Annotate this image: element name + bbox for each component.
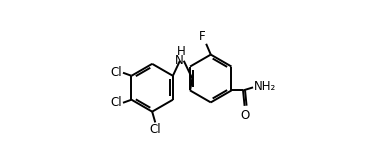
Text: Cl: Cl xyxy=(111,66,122,79)
Text: Cl: Cl xyxy=(149,123,161,136)
Text: F: F xyxy=(199,30,205,43)
Text: N: N xyxy=(175,54,184,67)
Text: O: O xyxy=(241,109,250,122)
Text: Cl: Cl xyxy=(111,96,122,109)
Text: H: H xyxy=(177,45,186,58)
Text: NH₂: NH₂ xyxy=(254,80,276,93)
